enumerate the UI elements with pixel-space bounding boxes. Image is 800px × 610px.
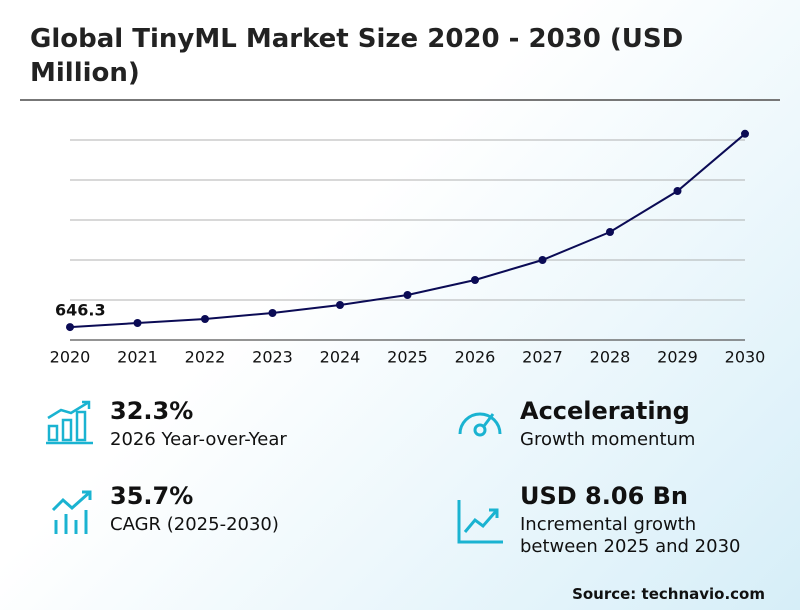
stat-label: Growth momentum <box>520 429 696 450</box>
stat: 35.7% CAGR (2025-2030) <box>110 482 370 536</box>
trend-icon <box>51 490 92 534</box>
stat-value: Accelerating <box>520 397 690 425</box>
x-tick-label: 2023 <box>252 348 293 367</box>
stat: USD 8.06 Bn Incremental growth between 2… <box>520 482 770 558</box>
data-label: 646.3 <box>55 301 106 320</box>
stat-value: 35.7% <box>110 482 194 510</box>
x-tick-label: 2021 <box>117 348 158 367</box>
point <box>606 228 614 236</box>
point <box>403 291 412 299</box>
point <box>133 319 142 327</box>
stat-value: USD 8.06 Bn <box>520 482 688 510</box>
x-tick-label: 2022 <box>185 348 226 367</box>
growth-icon <box>457 500 503 544</box>
point <box>66 323 74 332</box>
stat-label: Incremental growth between 2025 and 2030 <box>520 514 741 557</box>
x-tick-label: 2028 <box>590 348 631 367</box>
gauge-icon <box>458 412 502 437</box>
chart: 2020 2021 2022 2023 2024 2025 2026 2027 2028 2029… <box>50 129 766 367</box>
stat: 32.3% 2026 Year-over-Year <box>110 397 370 451</box>
stat-label: 2026 Year-over-Year <box>110 429 287 450</box>
divider <box>20 99 780 101</box>
point <box>268 309 277 317</box>
chart-title: Global TinyML Market Size 2020 - 2030 (U… <box>30 24 684 88</box>
x-tick-label: 2024 <box>320 348 361 367</box>
x-tick-label: 2027 <box>522 348 563 367</box>
point <box>336 301 344 309</box>
stat-value: 32.3% <box>110 397 194 425</box>
x-tick-label: 2020 <box>50 348 91 367</box>
x-tick-label: 2026 <box>455 348 496 367</box>
x-tick-label: 2025 <box>387 348 428 367</box>
stat: Accelerating Growth momentum <box>520 397 780 451</box>
bar-chart-icon <box>46 400 93 445</box>
point <box>471 276 479 284</box>
source: Source: technavio.com <box>572 585 765 603</box>
x-tick-label: 2030 <box>725 348 766 367</box>
point <box>741 129 749 138</box>
point <box>538 256 547 264</box>
stat-label: CAGR (2025-2030) <box>110 514 279 535</box>
point <box>673 187 682 195</box>
point <box>201 315 209 323</box>
x-tick-label: 2029 <box>657 348 698 367</box>
